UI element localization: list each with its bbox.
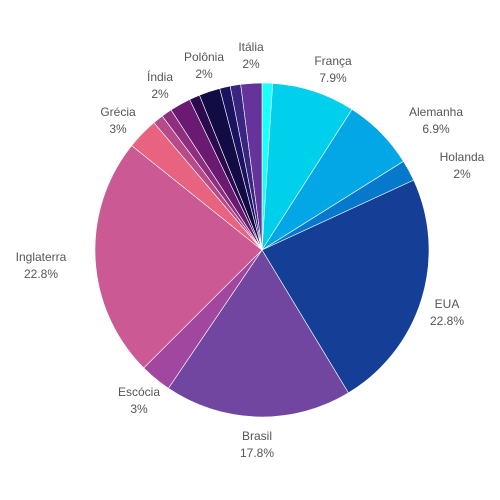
pie-labels: França 7.9% Alemanha 6.9% Holanda 2% EUA… xyxy=(16,40,485,460)
percent-inglaterra: 22.8% xyxy=(24,267,58,281)
percent-alemanha: 6.9% xyxy=(422,122,450,136)
label-holanda: Holanda xyxy=(440,150,485,164)
percent-holanda: 2% xyxy=(453,167,471,181)
label-inglaterra: Inglaterra xyxy=(16,250,67,264)
percent-india: 2% xyxy=(151,87,169,101)
pie-slice-brasil xyxy=(167,249,349,418)
label-italia: Itália xyxy=(238,40,264,54)
percent-italia: 2% xyxy=(242,57,260,71)
percent-franca: 7.9% xyxy=(319,71,347,85)
pie-slice-italia xyxy=(240,82,263,251)
pie-slice-inglaterra xyxy=(94,145,263,369)
percent-escocia: 3% xyxy=(130,402,148,416)
pie-slices xyxy=(94,82,430,418)
label-alemanha: Alemanha xyxy=(409,105,463,119)
percent-grecia: 3% xyxy=(109,122,127,136)
label-india: Índia xyxy=(147,69,173,84)
percent-eua: 22.8% xyxy=(430,314,464,328)
pie-slice-eua xyxy=(261,179,430,394)
label-grecia: Grécia xyxy=(100,105,136,119)
label-escocia: Escócia xyxy=(118,385,160,399)
percent-brasil: 17.8% xyxy=(240,446,274,460)
label-franca: França xyxy=(314,54,352,68)
label-eua: EUA xyxy=(435,297,460,311)
label-polonia: Polônia xyxy=(184,50,224,64)
percent-polonia: 2% xyxy=(195,67,213,81)
label-brasil: Brasil xyxy=(242,429,272,443)
